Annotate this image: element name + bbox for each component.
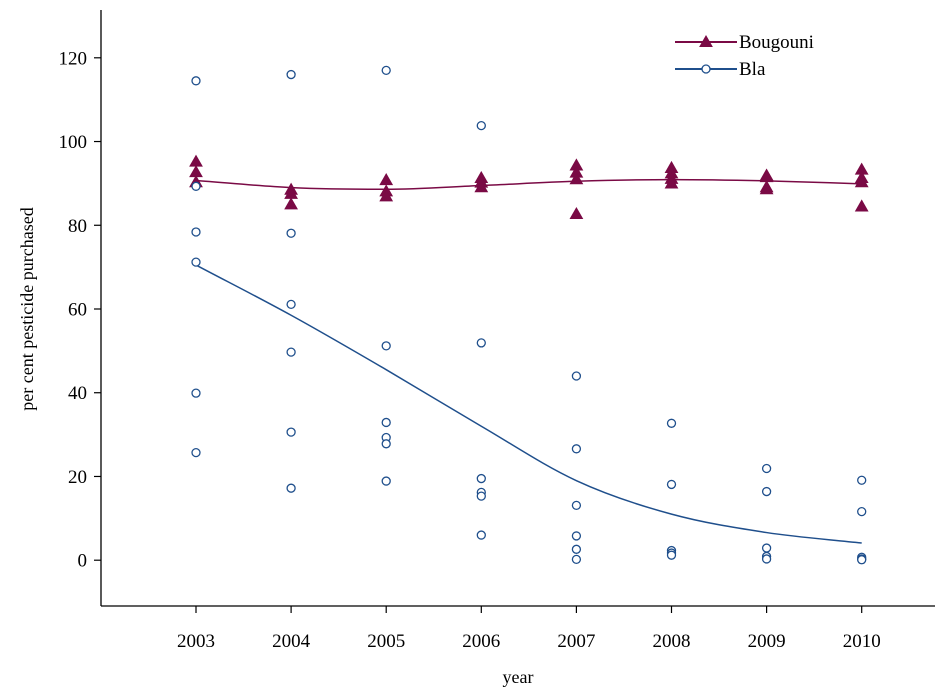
data-point-bla <box>476 491 486 501</box>
data-point-bla <box>666 418 677 428</box>
axes: 0 20 40 60 80 100 120 2003 2004 2005 2006 2007 2008 2… <box>59 10 935 652</box>
trend-lines <box>195 178 862 544</box>
data-point-bla <box>571 544 582 554</box>
legend-label-bougouni: Bougouni <box>739 32 814 53</box>
data-point-bougouni <box>569 172 584 185</box>
trend-line-bla <box>195 264 862 544</box>
data-point-bla <box>761 543 772 553</box>
data-point-bla <box>666 550 677 560</box>
data-point-bougouni <box>664 176 679 189</box>
data-point-bougouni <box>854 175 869 188</box>
trend-line-bougouni <box>195 178 862 191</box>
data-points <box>189 65 869 565</box>
data-point-bla <box>381 476 391 486</box>
x-tick-label: 2003 <box>177 631 215 652</box>
data-point-bla <box>286 347 296 357</box>
x-tick-label: 2008 <box>653 631 691 652</box>
data-point-bougouni <box>379 189 394 202</box>
data-point-bougouni <box>854 199 869 212</box>
y-tick-label: 100 <box>59 132 88 153</box>
data-point-bla <box>571 371 582 381</box>
y-tick-label: 60 <box>68 300 87 321</box>
x-tick-label: 2010 <box>843 631 881 652</box>
data-point-bla <box>191 388 201 398</box>
data-point-bla <box>286 69 296 80</box>
x-tick-label: 2007 <box>557 631 595 652</box>
data-point-bla <box>761 463 772 474</box>
legend-marker-bla <box>701 64 711 74</box>
data-point-bla <box>666 479 677 490</box>
y-tick-label: 40 <box>68 383 87 404</box>
x-tick-label: 2009 <box>748 631 786 652</box>
data-point-bla <box>381 341 391 351</box>
legend-label-bla: Bla <box>739 59 766 80</box>
data-point-bla <box>286 299 296 310</box>
legend: Bougouni Bla <box>675 32 814 80</box>
data-point-bla <box>191 257 201 267</box>
data-point-bougouni <box>474 180 489 193</box>
y-tick-label: 80 <box>68 216 87 237</box>
data-point-bougouni <box>759 182 774 195</box>
data-point-bla <box>476 530 486 540</box>
x-tick-label: 2004 <box>272 631 311 652</box>
data-point-bla <box>191 227 201 237</box>
data-point-bla <box>286 427 296 437</box>
data-point-bla <box>571 444 582 454</box>
data-point-bla <box>191 181 201 191</box>
data-point-bougouni <box>189 154 203 167</box>
y-axis-title: per cent pesticide purchased <box>17 207 37 410</box>
data-point-bougouni <box>284 197 298 210</box>
data-point-bla <box>286 483 296 493</box>
x-axis-title: year <box>503 667 534 687</box>
data-point-bla <box>761 554 772 564</box>
data-point-bla <box>857 555 867 565</box>
data-point-bla <box>381 417 391 428</box>
data-point-bla <box>857 506 867 517</box>
data-point-bla <box>476 120 486 131</box>
data-point-bla <box>571 554 582 565</box>
data-point-bla <box>476 473 486 484</box>
data-point-bougouni <box>569 206 584 220</box>
data-point-bla <box>476 338 486 348</box>
data-point-bougouni <box>189 165 203 178</box>
y-tick-label: 0 <box>78 551 88 572</box>
y-tick-label: 120 <box>59 48 88 69</box>
data-point-bla <box>571 531 582 541</box>
data-point-bla <box>191 76 201 86</box>
data-point-bla <box>571 500 582 511</box>
x-tick-label: 2006 <box>462 631 500 652</box>
legend-marker-bougouni <box>699 34 713 48</box>
y-tick-label: 20 <box>68 467 87 488</box>
data-point-bla <box>381 439 391 449</box>
data-point-bla <box>761 486 772 497</box>
x-tick-label: 2005 <box>367 631 405 652</box>
data-point-bla <box>191 447 201 458</box>
data-point-bla <box>286 228 296 238</box>
data-point-bla <box>381 65 391 76</box>
data-point-bougouni <box>379 173 394 186</box>
data-point-bla <box>857 475 867 485</box>
